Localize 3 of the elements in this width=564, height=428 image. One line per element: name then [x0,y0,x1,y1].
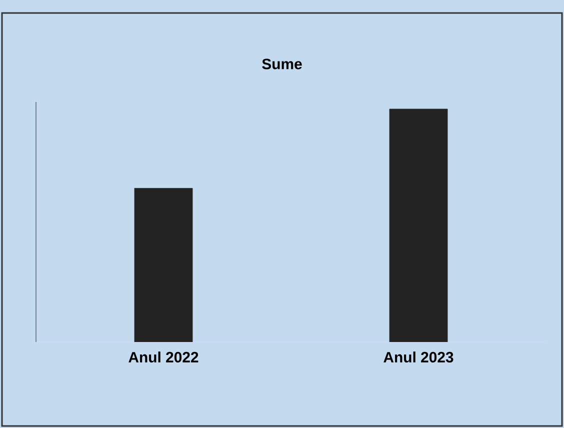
x-tick-label: Anul 2022 [128,352,198,362]
x-tick-label: Anul 2023 [384,352,454,363]
chart-title: Sume [262,58,302,70]
